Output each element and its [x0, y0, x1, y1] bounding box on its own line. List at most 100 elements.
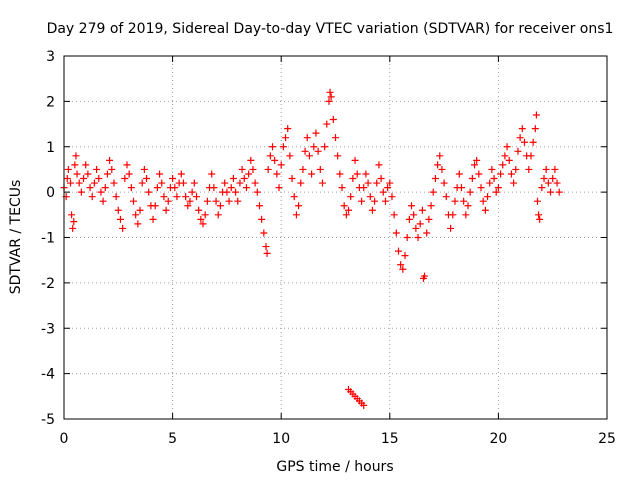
- data-point: [360, 184, 368, 192]
- data-point: [342, 211, 350, 219]
- data-point: [134, 220, 142, 228]
- data-point: [77, 188, 85, 196]
- y-axis-label: SDTVAR / TECUs: [8, 180, 24, 295]
- data-point: [242, 184, 250, 192]
- data-point: [475, 170, 483, 178]
- data-point: [140, 165, 148, 173]
- data-point: [262, 243, 270, 251]
- data-point: [538, 184, 546, 192]
- data-point: [282, 134, 290, 142]
- data-point: [158, 179, 166, 187]
- data-point: [423, 229, 431, 237]
- plot-frame: [63, 55, 608, 420]
- data-point: [410, 211, 418, 219]
- data-point: [490, 175, 498, 183]
- data-point: [349, 175, 357, 183]
- data-point: [123, 161, 131, 169]
- data-point: [229, 175, 237, 183]
- data-point: [531, 125, 539, 133]
- data-point: [208, 170, 216, 178]
- data-point: [494, 184, 502, 192]
- data-point: [184, 202, 192, 210]
- data-point: [462, 211, 470, 219]
- data-point: [236, 179, 244, 187]
- data-point: [555, 188, 563, 196]
- data-point: [460, 197, 468, 205]
- data-point: [238, 165, 246, 173]
- data-point: [442, 193, 450, 201]
- data-point: [360, 401, 368, 409]
- data-point: [429, 188, 437, 196]
- data-point: [318, 179, 326, 187]
- data-point: [457, 184, 465, 192]
- data-point: [427, 202, 435, 210]
- data-point: [329, 116, 337, 124]
- data-point: [347, 193, 355, 201]
- data-point: [368, 206, 376, 214]
- data-point: [535, 211, 543, 219]
- data-point: [119, 224, 127, 232]
- data-point: [247, 156, 255, 164]
- y-tick-label: -3: [41, 321, 55, 337]
- y-tick-label: -4: [41, 367, 55, 383]
- data-point: [323, 120, 331, 128]
- data-point: [251, 179, 259, 187]
- data-point: [390, 211, 398, 219]
- data-point: [434, 161, 442, 169]
- data-point: [75, 179, 83, 187]
- chart-title: Day 279 of 2019, Sidereal Day-to-day VTE…: [47, 21, 614, 37]
- data-point: [312, 129, 320, 137]
- data-point: [438, 165, 446, 173]
- data-point: [492, 188, 500, 196]
- data-point: [533, 197, 541, 205]
- data-point: [70, 218, 78, 226]
- data-point: [295, 202, 303, 210]
- data-point: [93, 165, 101, 173]
- data-point: [405, 215, 413, 223]
- data-point: [253, 188, 261, 196]
- data-point: [277, 161, 285, 169]
- data-point: [216, 202, 224, 210]
- data-point: [290, 193, 298, 201]
- data-point: [162, 206, 170, 214]
- x-axis: 0 5 10 15 20 25: [60, 56, 616, 447]
- data-point: [310, 143, 318, 151]
- data-point: [449, 211, 457, 219]
- data-point: [199, 220, 207, 228]
- y-tick-label: -1: [41, 231, 55, 247]
- data-point: [132, 211, 140, 219]
- data-point: [227, 184, 235, 192]
- data-point: [86, 184, 94, 192]
- data-point: [72, 152, 80, 160]
- data-point: [223, 188, 231, 196]
- data-point: [551, 165, 559, 173]
- data-point: [486, 179, 494, 187]
- data-point: [138, 179, 146, 187]
- data-point: [179, 179, 187, 187]
- y-tick-label: 3: [46, 49, 55, 65]
- data-point: [392, 229, 400, 237]
- data-point: [416, 220, 424, 228]
- data-point: [173, 193, 181, 201]
- data-point: [327, 93, 335, 101]
- data-point: [67, 179, 75, 187]
- data-point: [477, 184, 485, 192]
- data-point: [547, 188, 555, 196]
- data-point: [468, 175, 476, 183]
- data-point: [371, 197, 379, 205]
- data-point: [401, 252, 409, 260]
- data-point: [177, 170, 185, 178]
- data-point: [418, 206, 426, 214]
- data-point: [110, 179, 118, 187]
- x-tick-label: 0: [60, 431, 69, 447]
- data-point: [286, 152, 294, 160]
- data-point: [321, 143, 329, 151]
- data-point: [345, 206, 353, 214]
- data-point: [88, 193, 96, 201]
- data-point: [288, 175, 296, 183]
- data-point: [473, 156, 481, 164]
- data-point: [303, 134, 311, 142]
- data-point: [455, 170, 463, 178]
- data-point: [195, 206, 203, 214]
- data-point: [340, 202, 348, 210]
